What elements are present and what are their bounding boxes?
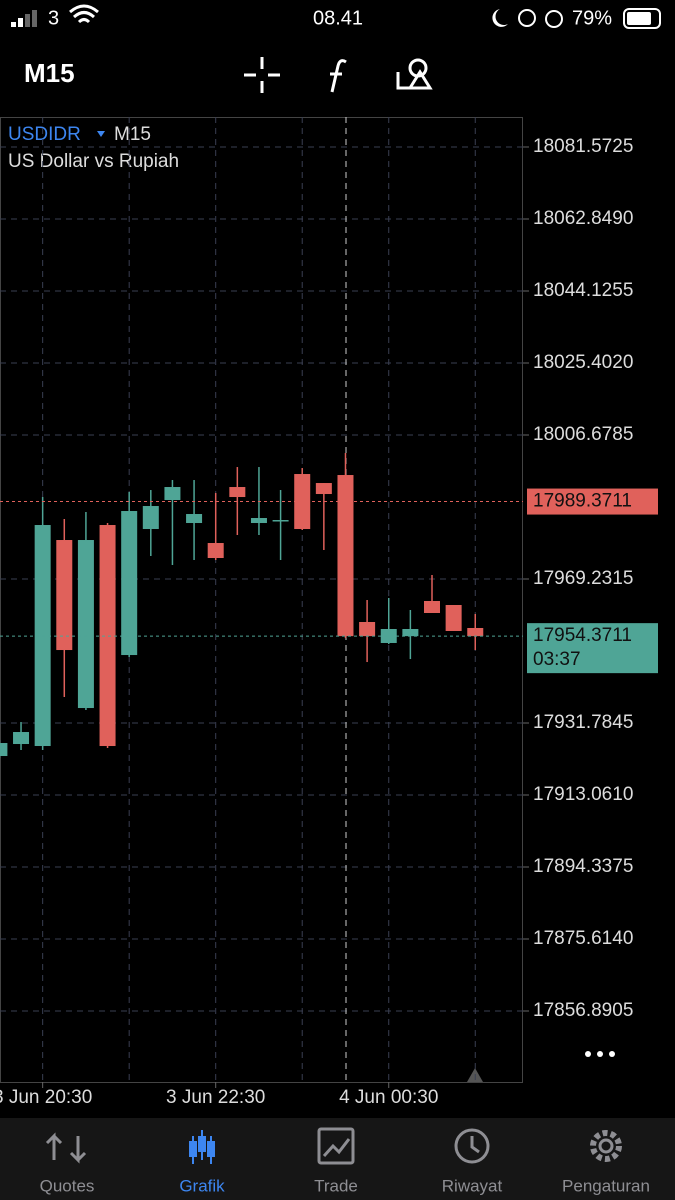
- tab-label[interactable]: Quotes: [40, 1176, 95, 1195]
- y-tick-label: 17875.6140: [533, 928, 633, 949]
- objects-icon[interactable]: [396, 69, 433, 90]
- signal-bar: [32, 10, 37, 27]
- dot: [585, 1051, 591, 1057]
- chart-subtitle: US Dollar vs Rupiah: [8, 151, 179, 172]
- candle-body: [99, 525, 116, 747]
- toolbar: M15: [24, 57, 433, 93]
- y-tick-label: 17856.8905: [533, 1000, 633, 1021]
- candle-body: [272, 520, 289, 522]
- tab-bar: Quotes Grafik Trade Riwayat Pengaturan: [0, 1118, 675, 1200]
- candle-body: [359, 621, 376, 637]
- candle-body: [402, 628, 419, 637]
- price-label-box: [527, 623, 658, 674]
- moon-icon: [492, 9, 508, 27]
- y-tick-label: 18062.8490: [533, 208, 633, 229]
- battery-level: [627, 12, 651, 25]
- candle-body: [207, 543, 224, 559]
- trade-icon-line: [322, 1138, 351, 1158]
- y-tick-label: 18044.1255: [533, 280, 633, 301]
- symbol-dropdown-icon: [97, 131, 105, 137]
- candle-body: [445, 604, 462, 631]
- plot-border: [0, 117, 523, 1083]
- battery-outline: [623, 8, 661, 29]
- price-label: 17989.3711: [533, 491, 632, 512]
- chart-tab-icon: [198, 1136, 206, 1152]
- chart-tab-icon: [207, 1141, 215, 1157]
- indicators-icon[interactable]: [330, 59, 347, 93]
- candle-body: [142, 506, 159, 530]
- y-tick-label: 18025.4020: [533, 352, 633, 373]
- crosshair-icon[interactable]: [244, 57, 280, 93]
- candle-body: [77, 540, 94, 709]
- dot: [609, 1051, 615, 1057]
- candle-body: [229, 487, 246, 498]
- signal-bar: [25, 14, 30, 27]
- candle-body: [13, 732, 30, 745]
- x-tick-label: 3 Jun 20:30: [0, 1087, 92, 1108]
- y-tick-label: 17913.0610: [533, 784, 633, 805]
- tab-label[interactable]: Pengaturan: [562, 1176, 650, 1195]
- candle-body: [56, 540, 73, 651]
- wifi-icon: [69, 4, 99, 24]
- candle-body: [121, 511, 138, 656]
- candle-body: [467, 627, 484, 637]
- candle-body: [424, 600, 440, 613]
- price-label: 17954.3711: [533, 625, 632, 646]
- candle-body: [0, 743, 8, 757]
- more-button[interactable]: [585, 1051, 615, 1057]
- tab-label[interactable]: Grafik: [179, 1176, 225, 1195]
- signal-bar: [11, 22, 16, 27]
- history-icon-hands: [470, 1136, 480, 1154]
- y-tick-label: 17931.7845: [533, 712, 633, 733]
- battery-percent: 79%: [572, 7, 612, 29]
- x-tick-label: 3 Jun 22:30: [166, 1087, 265, 1108]
- carrier: 3: [48, 7, 59, 29]
- tab-label[interactable]: Riwayat: [442, 1176, 503, 1195]
- y-tick-label: 18081.5725: [533, 136, 633, 157]
- candle-body: [34, 525, 51, 747]
- timeframe-button[interactable]: M15: [24, 58, 75, 88]
- settings-icon-center: [598, 1138, 614, 1154]
- objects-icon-circle: [408, 58, 428, 78]
- bar-countdown: 03:37: [533, 649, 581, 670]
- status-bar: 3 08.41 79%: [11, 4, 661, 29]
- tab-label[interactable]: Trade: [314, 1176, 358, 1195]
- x-tick-label: 4 Jun 00:30: [339, 1087, 438, 1108]
- chart-tab-icon: [189, 1141, 197, 1157]
- alarm-icon: [545, 10, 563, 28]
- signal-bar: [18, 18, 23, 27]
- history-icon: [454, 1128, 490, 1164]
- candle-body: [315, 483, 332, 495]
- y-tick-label: 17969.2315: [533, 568, 633, 589]
- candle-body: [186, 514, 203, 524]
- rotation-lock-icon: [518, 9, 536, 27]
- y-tick-label: 18006.6785: [533, 424, 633, 445]
- dot: [597, 1051, 603, 1057]
- chart: USDIDR M15 US Dollar vs Rupiah 18081.572…: [0, 117, 658, 1108]
- candle-body: [164, 487, 181, 501]
- settings-icon: [590, 1130, 622, 1162]
- y-tick-label: 17894.3375: [533, 856, 633, 877]
- tab-bar-bg: [0, 1118, 675, 1200]
- price-label-box: [527, 488, 658, 515]
- candle-body: [380, 628, 397, 643]
- candle-body: [337, 475, 354, 637]
- candle-body: [250, 518, 267, 524]
- clock: 08.41: [313, 7, 363, 29]
- chart-timeframe: M15: [114, 124, 151, 145]
- symbol[interactable]: USDIDR: [8, 124, 81, 145]
- quotes-icon: [45, 1132, 87, 1164]
- trade-icon: [317, 1127, 355, 1165]
